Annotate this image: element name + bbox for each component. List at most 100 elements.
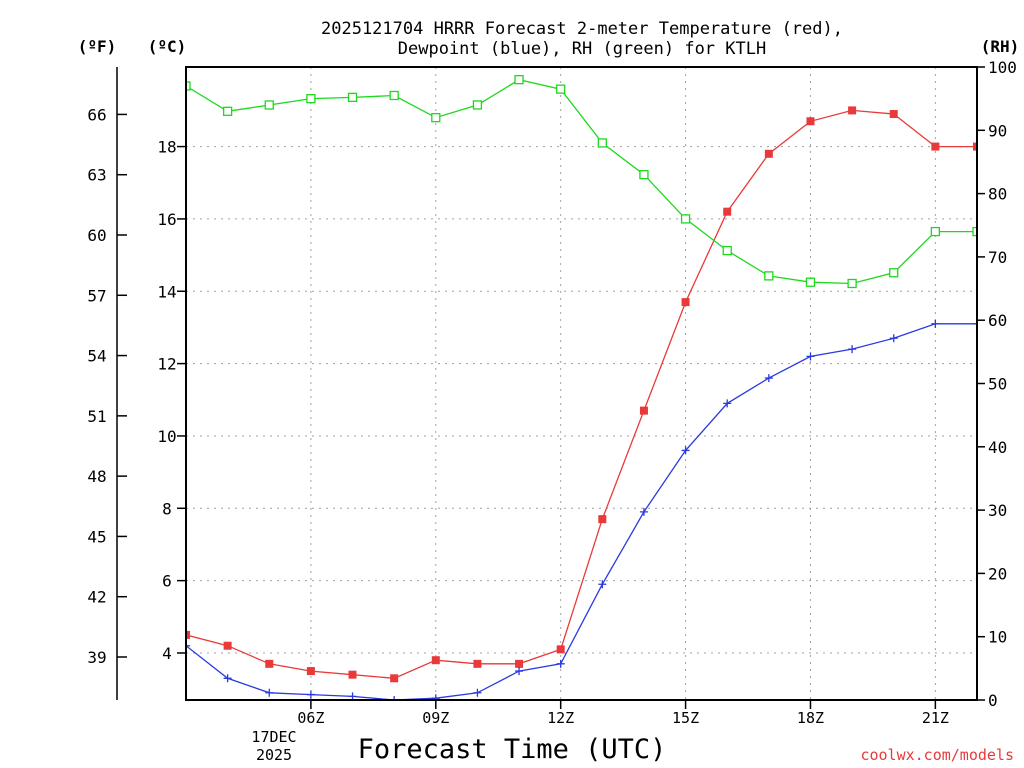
rh-tick-label-40: 40 <box>988 438 1007 457</box>
rh-point-16z <box>722 245 732 256</box>
dewpoint-point-5z <box>265 688 274 697</box>
celsius-tick-label-12: 12 <box>157 355 176 374</box>
rh-point-20z <box>889 268 899 278</box>
x-tick-label-09Z: 09Z <box>422 709 449 727</box>
credit-label: coolwx.com/models <box>860 746 1014 764</box>
dewpoint-point-13z <box>598 580 607 589</box>
rh-tick-label-70: 70 <box>988 248 1007 267</box>
celsius-unit-label: (ºC) <box>148 37 187 56</box>
fahrenheit-tick-label-66: 66 <box>87 105 106 124</box>
rh-point-18z <box>805 277 816 287</box>
dewpoint-point-14z <box>639 507 648 516</box>
rh-point-17z <box>764 271 774 281</box>
fahrenheit-tick-label-63: 63 <box>87 166 106 185</box>
rh-tick-label-80: 80 <box>988 185 1007 204</box>
plot-area <box>186 75 977 700</box>
temperature-point-14z <box>639 406 648 415</box>
fahrenheit-tick-label-39: 39 <box>87 648 106 667</box>
celsius-tick-label-16: 16 <box>157 210 176 229</box>
temperature-point-10z <box>473 659 482 668</box>
rh-tick-label-90: 90 <box>988 121 1007 140</box>
fahrenheit-tick-label-60: 60 <box>87 226 106 245</box>
dewpoint-point-18z <box>806 352 815 361</box>
dewpoint-point-17z <box>764 374 773 383</box>
fahrenheit-tick-label-57: 57 <box>87 286 106 305</box>
rh-point-8z <box>389 90 399 101</box>
rh-axis: 0 10 20 30 40 50 60 70 80 90 100 <box>977 58 1017 710</box>
temperature-point-4z <box>223 641 232 650</box>
temperature-point-12z <box>556 645 565 654</box>
rh-point-13z <box>597 138 607 148</box>
rh-point-15z <box>680 214 691 224</box>
dewpoint-point-20z <box>889 334 898 343</box>
rh-point-3z <box>186 81 191 91</box>
temperature-point-19z <box>848 106 857 115</box>
dewpoint-line <box>186 323 977 700</box>
dewpoint-point-4z <box>223 674 232 683</box>
celsius-tick-label-8: 8 <box>162 499 172 518</box>
rh-tick-label-0: 0 <box>988 691 998 710</box>
dewpoint-point-16z <box>723 399 732 408</box>
temperature-point-22z <box>973 142 977 151</box>
celsius-tick-label-18: 18 <box>157 138 176 157</box>
dewpoint-point-3z <box>186 641 190 650</box>
temperature-point-9z <box>431 656 440 665</box>
chart-title-line2: Dewpoint (blue), RH (green) for KTLH <box>398 39 766 59</box>
dewpoint-point-9z <box>431 694 440 700</box>
fahrenheit-tick-label-54: 54 <box>87 347 106 366</box>
x-axis: 06Z 09Z 12Z 15Z 18Z 21Z <box>297 700 949 727</box>
rh-point-10z <box>472 100 483 110</box>
grid-lines <box>186 67 977 700</box>
temperature-point-8z <box>390 674 399 683</box>
celsius-tick-label-4: 4 <box>162 644 172 663</box>
fahrenheit-axis: 39 42 45 48 51 54 57 60 63 66 <box>87 67 127 700</box>
temperature-point-18z <box>806 117 815 126</box>
fahrenheit-unit-label: (ºF) <box>78 37 117 56</box>
rh-line <box>186 79 977 285</box>
rh-point-5z <box>264 100 274 110</box>
fahrenheit-tick-label-51: 51 <box>87 407 106 426</box>
temperature-point-21z <box>931 142 940 151</box>
date-label-day: 17DEC <box>251 728 296 746</box>
rh-tick-label-60: 60 <box>988 311 1007 330</box>
temperature-point-11z <box>515 659 524 668</box>
x-axis-title: Forecast Time (UTC) <box>358 734 667 765</box>
rh-point-22z <box>972 226 977 237</box>
rh-tick-label-10: 10 <box>988 628 1007 647</box>
dewpoint-point-15z <box>681 446 690 455</box>
rh-point-14z <box>639 169 649 180</box>
temperature-point-17z <box>764 149 773 158</box>
temperature-point-15z <box>681 298 690 307</box>
date-label-year: 2025 <box>256 746 292 764</box>
plot-frame <box>185 66 978 701</box>
celsius-tick-label-10: 10 <box>157 427 176 446</box>
temperature-point-13z <box>598 515 607 524</box>
chart-title-line1: 2025121704 HRRR Forecast 2-meter Tempera… <box>321 19 843 39</box>
celsius-axis: 4 6 8 10 12 14 16 18 <box>157 138 186 663</box>
temperature-point-7z <box>348 670 357 679</box>
rh-unit-label: (RH) <box>981 37 1020 56</box>
celsius-tick-label-14: 14 <box>157 282 176 301</box>
series-layer <box>186 75 977 700</box>
x-tick-label-21Z: 21Z <box>922 709 949 727</box>
rh-point-9z <box>431 112 441 123</box>
temperature-point-6z <box>306 667 315 676</box>
rh-point-11z <box>514 75 524 85</box>
rh-tick-label-100: 100 <box>988 58 1017 77</box>
temperature-point-16z <box>723 207 732 216</box>
dewpoint-point-19z <box>848 345 857 354</box>
dewpoint-point-6z <box>306 690 315 699</box>
rh-tick-label-20: 20 <box>988 564 1007 583</box>
rh-point-7z <box>347 92 358 103</box>
temperature-point-5z <box>265 659 274 668</box>
rh-point-21z <box>930 226 941 237</box>
rh-point-6z <box>306 93 316 104</box>
x-tick-label-06Z: 06Z <box>297 709 324 727</box>
temperature-point-20z <box>889 110 898 119</box>
x-tick-label-15Z: 15Z <box>672 709 699 727</box>
dewpoint-point-8z <box>390 696 399 700</box>
dewpoint-point-12z <box>556 659 565 668</box>
rh-point-4z <box>222 106 233 116</box>
temperature-line <box>186 109 977 679</box>
